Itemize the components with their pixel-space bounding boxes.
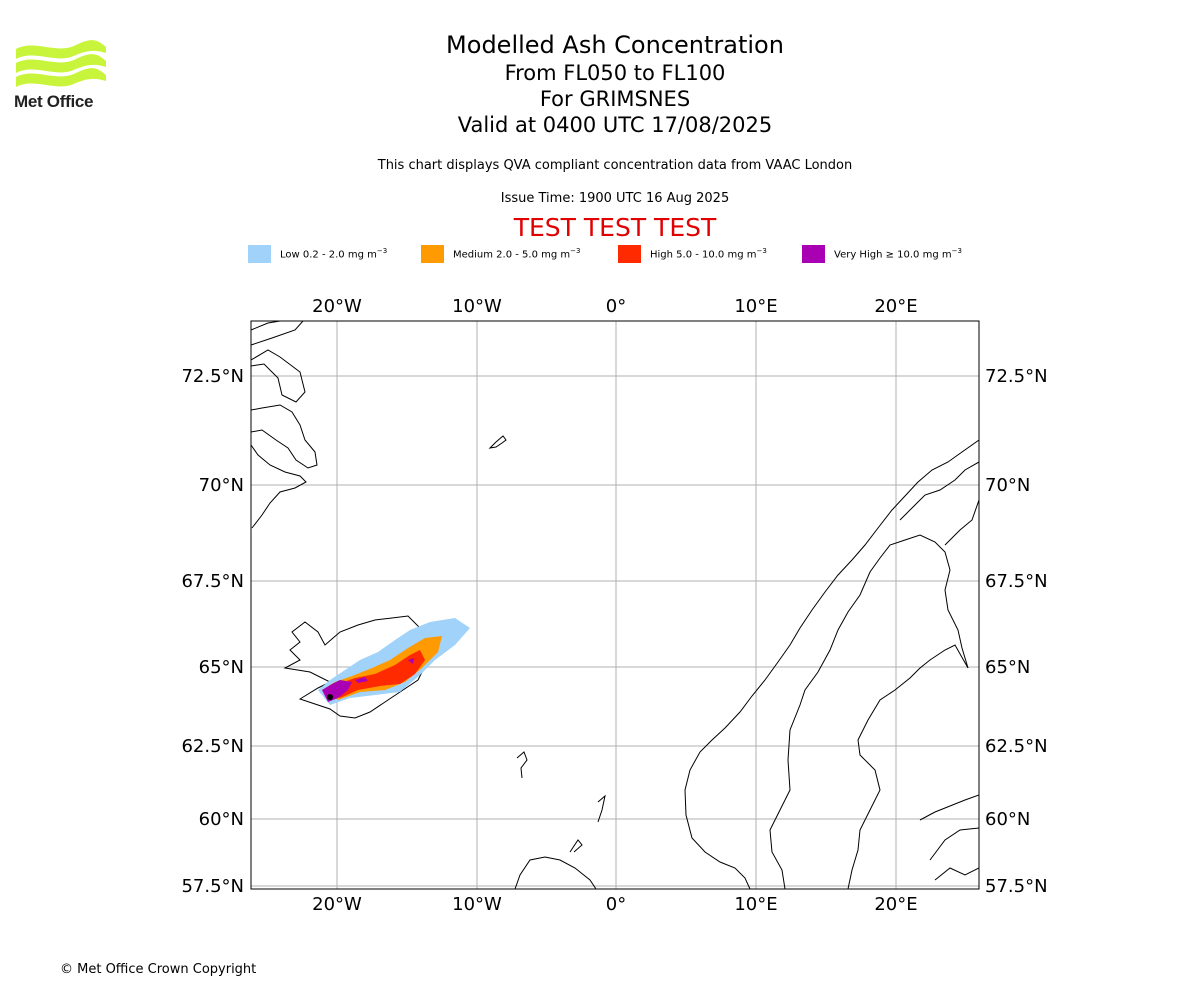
ash-plume	[318, 618, 470, 705]
met-office-logo	[16, 40, 106, 87]
lon-label-bottom: 0°	[606, 894, 626, 915]
legend-item-low: Low 0.2 - 2.0 mg m−3	[248, 244, 387, 264]
map-axis-labels: 20°W 10°W 0° 10°E 20°E 20°W 10°W 0° 10°E…	[181, 296, 1047, 915]
chart-titles: Modelled Ash Concentration From FL050 to…	[330, 30, 900, 138]
lat-label-left: 70°N	[199, 475, 244, 496]
lat-label-right: 72.5°N	[985, 366, 1048, 387]
lat-label-right: 65°N	[985, 657, 1030, 678]
legend-swatch-very-high	[802, 245, 825, 263]
flight-level-title: From FL050 to FL100	[504, 61, 726, 85]
legend-item-very-high: Very High ≥ 10.0 mg m−3	[802, 244, 962, 264]
map-gridlines	[251, 321, 979, 889]
lat-label-right: 70°N	[985, 475, 1030, 496]
lat-label-left: 65°N	[199, 657, 244, 678]
map-border	[250, 320, 980, 890]
lat-label-left: 72.5°N	[181, 366, 244, 387]
volcano-marker	[327, 694, 333, 700]
lon-label-bottom: 10°W	[452, 894, 502, 915]
legend-swatch-medium	[421, 245, 444, 263]
lat-label-left: 62.5°N	[181, 736, 244, 757]
valid-time-title: Valid at 0400 UTC 17/08/2025	[457, 113, 773, 137]
copyright: © Met Office Crown Copyright	[60, 962, 257, 977]
lat-label-left: 57.5°N	[181, 876, 244, 897]
test-banner: TEST TEST TEST	[513, 213, 717, 242]
legend-swatch-high	[618, 245, 641, 263]
lat-label-right: 67.5°N	[985, 571, 1048, 592]
main-title: Modelled Ash Concentration	[446, 31, 784, 59]
lon-label-top: 20°W	[312, 296, 362, 317]
norway-coast	[684, 439, 979, 889]
lon-label-top: 10°E	[734, 296, 777, 317]
legend-item-high: High 5.0 - 10.0 mg m−3	[618, 244, 767, 264]
logo-text: Met Office	[14, 92, 94, 111]
volcano-title: For GRIMSNES	[539, 87, 691, 111]
lon-label-top: 10°W	[452, 296, 502, 317]
lon-label-bottom: 20°E	[874, 894, 917, 915]
chart-description: This chart displays QVA compliant concen…	[377, 158, 853, 173]
lat-label-left: 60°N	[199, 809, 244, 830]
lat-label-right: 60°N	[985, 809, 1030, 830]
legend-swatch-low	[248, 245, 271, 263]
legend-item-medium: Medium 2.0 - 5.0 mg m−3	[421, 244, 580, 264]
iceland-coast	[283, 615, 427, 719]
lon-label-bottom: 10°E	[734, 894, 777, 915]
lon-label-bottom: 20°W	[312, 894, 362, 915]
coastlines	[251, 321, 979, 889]
lat-label-right: 57.5°N	[985, 876, 1048, 897]
lat-label-left: 67.5°N	[181, 571, 244, 592]
lon-label-top: 20°E	[874, 296, 917, 317]
lat-label-right: 62.5°N	[985, 736, 1048, 757]
issue-time: Issue Time: 1900 UTC 16 Aug 2025	[500, 191, 730, 206]
lon-label-top: 0°	[606, 296, 626, 317]
